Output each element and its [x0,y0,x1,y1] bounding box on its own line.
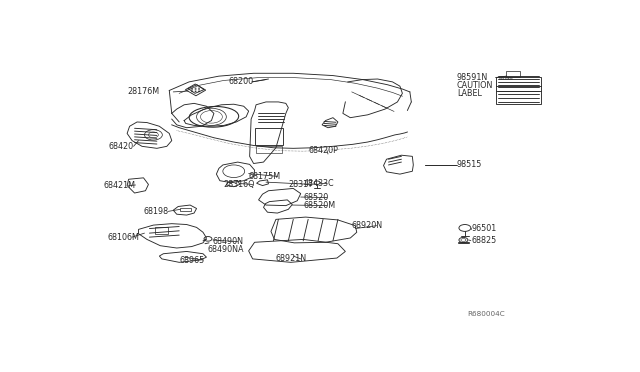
Text: 68490N: 68490N [213,237,244,246]
Text: 68420: 68420 [109,142,134,151]
Text: NISSAN: NISSAN [498,77,513,81]
Circle shape [191,89,193,90]
Text: CAUTION: CAUTION [457,81,493,90]
Text: 28176M: 28176M [127,87,159,96]
Text: 68490NA: 68490NA [208,245,244,254]
Circle shape [198,87,200,89]
Bar [256,146,282,154]
Bar [495,77,541,104]
Circle shape [191,91,193,92]
Text: 68520M: 68520M [303,201,335,210]
Bar [506,71,520,77]
Circle shape [191,87,193,89]
Text: 68825: 68825 [472,236,497,245]
Text: 68200: 68200 [229,77,254,86]
Circle shape [195,91,196,92]
Circle shape [195,87,196,89]
Bar [186,84,205,96]
Text: 28316Q: 28316Q [224,180,255,189]
Text: 48433C: 48433C [303,179,334,188]
Text: R680004C: R680004C [467,311,504,317]
Circle shape [198,91,200,92]
Text: 68965: 68965 [179,256,204,264]
Text: 98591N: 98591N [457,73,488,82]
Text: 68421M: 68421M [104,181,136,190]
Text: 68175M: 68175M [249,172,281,181]
Bar [180,208,191,211]
Text: 68106M: 68106M [108,232,139,242]
Text: 68921N: 68921N [276,254,307,263]
Text: LABEL: LABEL [457,89,482,97]
Text: 68520: 68520 [303,193,328,202]
Bar [156,227,168,234]
Circle shape [195,89,196,90]
Text: 28317: 28317 [288,180,314,189]
Circle shape [198,89,200,90]
Text: 68420P: 68420P [308,146,338,155]
Bar [255,128,284,145]
Text: 98515: 98515 [457,160,483,169]
Text: 68198: 68198 [143,207,168,216]
Text: 96501: 96501 [472,224,497,233]
Text: 68920N: 68920N [352,221,383,230]
